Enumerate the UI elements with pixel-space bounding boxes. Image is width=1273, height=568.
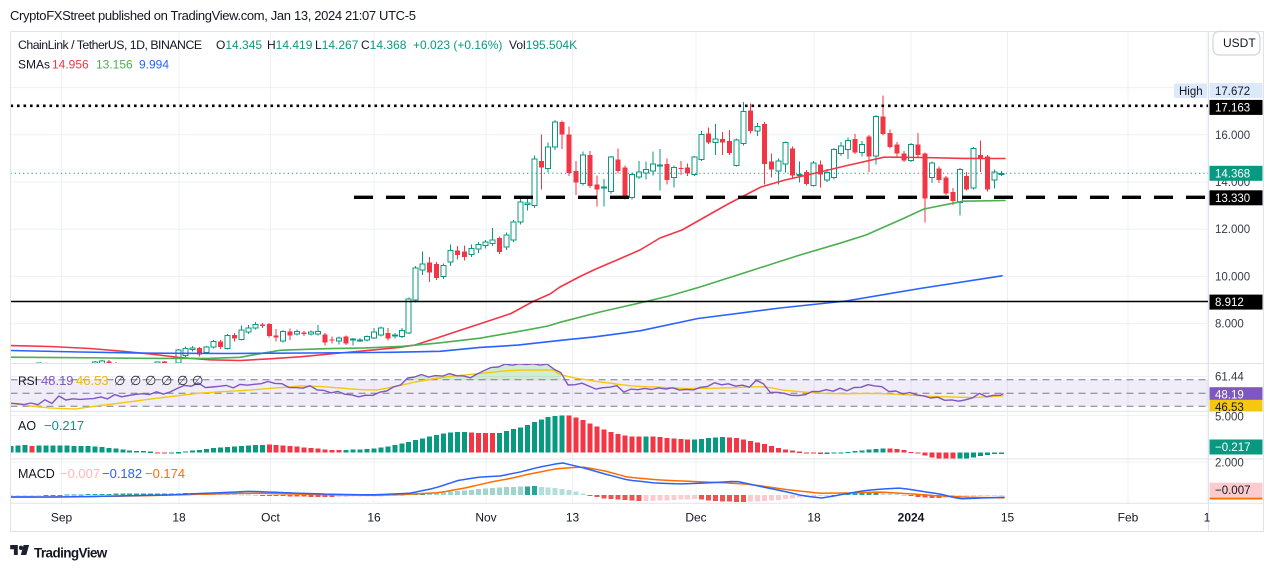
- svg-text:−0.174: −0.174: [145, 466, 185, 481]
- svg-text:1: 1: [1204, 511, 1211, 525]
- svg-text:17.672: 17.672: [1215, 86, 1250, 98]
- svg-text:Feb: Feb: [1118, 511, 1139, 525]
- svg-text:−0.217: −0.217: [1215, 442, 1251, 454]
- svg-text:5.000: 5.000: [1215, 412, 1244, 424]
- svg-text:17.163: 17.163: [1215, 102, 1250, 114]
- svg-text:10.000: 10.000: [1215, 271, 1250, 283]
- svg-text:−0.007: −0.007: [60, 466, 100, 481]
- svg-text:16.000: 16.000: [1215, 130, 1250, 142]
- svg-text:8.912: 8.912: [1215, 297, 1244, 309]
- svg-text:∅∅∅∅∅∅: ∅ ∅ ∅ ∅ ∅ ∅: [114, 373, 203, 388]
- svg-text:46.53: 46.53: [76, 373, 109, 388]
- svg-text:14.956: 14.956: [52, 58, 89, 72]
- svg-text:9.994: 9.994: [139, 58, 169, 72]
- svg-text:2.000: 2.000: [1215, 458, 1244, 470]
- svg-text:8.000: 8.000: [1215, 319, 1244, 331]
- svg-text:O14.345: O14.345: [216, 38, 262, 52]
- svg-text:13.330: 13.330: [1215, 193, 1250, 205]
- svg-text:Dec: Dec: [685, 511, 706, 525]
- svg-text:H14.419: H14.419: [267, 38, 313, 52]
- svg-text:18: 18: [807, 511, 821, 525]
- svg-text:13: 13: [566, 511, 580, 525]
- svg-text:46.53: 46.53: [1215, 402, 1244, 414]
- svg-text:−0.007: −0.007: [1215, 485, 1251, 497]
- svg-text:2024: 2024: [898, 511, 925, 525]
- svg-text:15: 15: [1001, 511, 1015, 525]
- svg-text:AO: AO: [18, 419, 36, 433]
- svg-text:Sep: Sep: [51, 511, 73, 525]
- svg-text:CryptoFXStreet published on Tr: CryptoFXStreet published on TradingView.…: [10, 8, 416, 23]
- svg-text:61.44: 61.44: [1215, 372, 1244, 384]
- svg-text:SMAs: SMAs: [18, 58, 50, 72]
- svg-text:48.19: 48.19: [41, 373, 74, 388]
- svg-text:L14.267: L14.267: [315, 38, 359, 52]
- svg-text:RSI: RSI: [18, 374, 38, 388]
- svg-text:MACD: MACD: [18, 467, 55, 481]
- svg-text:Oct: Oct: [261, 511, 280, 525]
- svg-text:12.000: 12.000: [1215, 224, 1250, 236]
- svg-text:C14.368: C14.368: [361, 38, 407, 52]
- svg-text:13.156: 13.156: [96, 58, 133, 72]
- svg-text:16: 16: [367, 511, 381, 525]
- svg-text:−0.182: −0.182: [102, 466, 142, 481]
- svg-text:USDT: USDT: [1223, 36, 1256, 50]
- svg-text:48.19: 48.19: [1215, 390, 1244, 402]
- svg-text:14.368: 14.368: [1215, 168, 1250, 180]
- svg-text:Nov: Nov: [475, 511, 496, 525]
- svg-text:High: High: [1179, 86, 1203, 98]
- svg-text:18: 18: [172, 511, 186, 525]
- svg-text:−0.217: −0.217: [44, 418, 84, 433]
- svg-text:TradingView: TradingView: [34, 546, 108, 561]
- svg-text:Vol195.504K: Vol195.504K: [509, 38, 577, 52]
- svg-text:ChainLink / TetherUS, 1D, BINA: ChainLink / TetherUS, 1D, BINANCE: [18, 38, 202, 52]
- svg-text:+0.023 (+0.16%): +0.023 (+0.16%): [413, 38, 502, 52]
